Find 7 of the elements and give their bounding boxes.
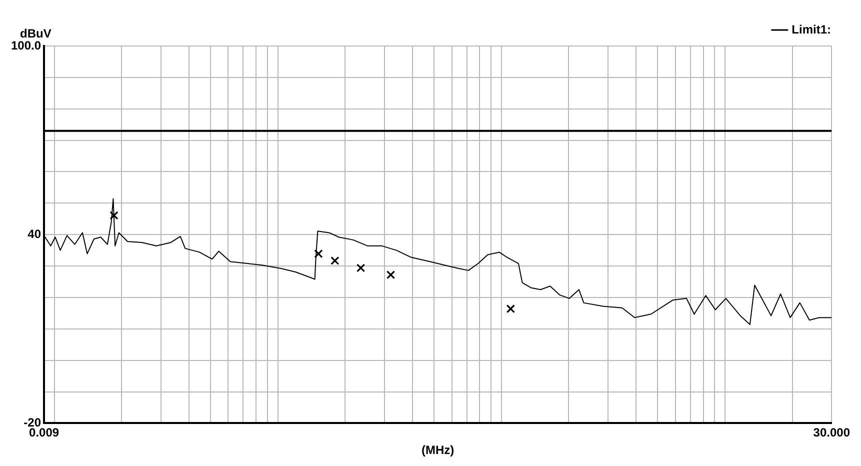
y-tick-label: 40 (28, 226, 42, 241)
x-tick-label: 30.000 (813, 426, 850, 440)
y-axis-title: dBuV (20, 26, 52, 40)
legend-label: Limit1: (792, 22, 832, 36)
y-tick-label: 100.0 (11, 38, 42, 52)
x-axis-title: (MHz) (422, 443, 454, 458)
x-tick-label: 0.009 (29, 426, 60, 440)
